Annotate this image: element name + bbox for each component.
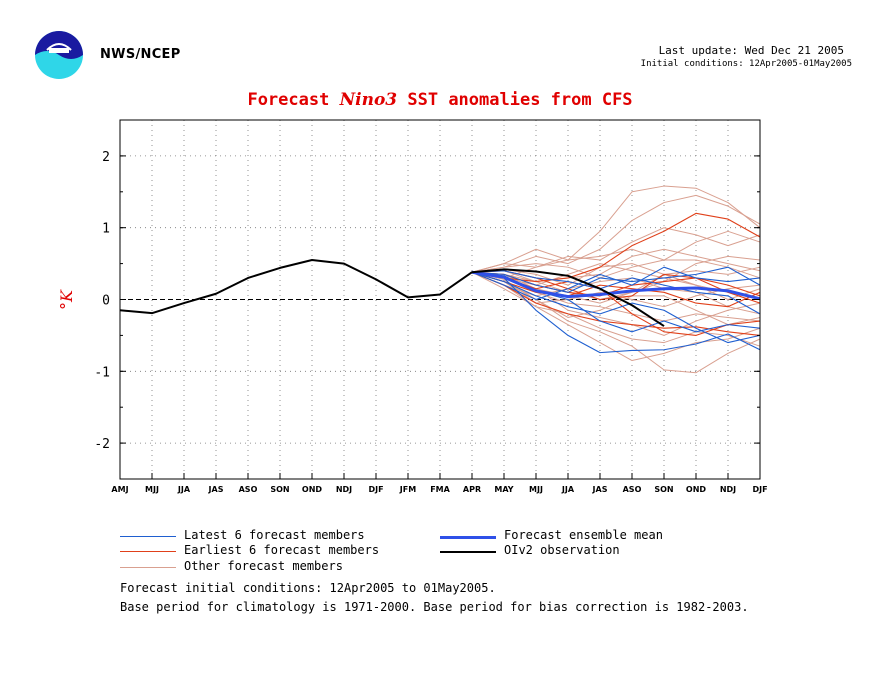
x-tick-label: JJA	[561, 485, 575, 494]
y-axis-label: °K	[57, 289, 76, 310]
series-layer	[119, 185, 761, 374]
legend-mean: Forecast ensemble mean	[504, 528, 663, 542]
organization-label: NWS/NCEP	[100, 47, 181, 62]
axes: AMJ MJJ JJA JAS ASO SON OND NDJ DJF JFM FMA APR MAY M…	[94, 119, 768, 494]
legend-swatch-mean	[440, 536, 496, 539]
other-member-line	[471, 194, 761, 273]
legend-other: Other forecast members	[184, 559, 343, 573]
x-tick-label: JAS	[592, 485, 608, 494]
legend-obs: OIv2 observation	[504, 543, 620, 557]
x-tick-label: JAS	[208, 485, 224, 494]
title-index: Nino3	[339, 90, 398, 110]
grid	[120, 120, 760, 479]
latest-member-line	[471, 270, 761, 315]
legend-swatch-earliest	[120, 551, 176, 552]
other-member-line	[471, 271, 761, 347]
x-tick-label: OND	[686, 485, 706, 494]
y-tick-label: -2	[94, 437, 110, 452]
x-tick-label: JJA	[177, 485, 191, 494]
x-tick-label: NDJ	[336, 485, 352, 494]
x-tick-label: AMJ	[111, 485, 128, 494]
other-member-line	[471, 259, 761, 279]
x-tick-label: APR	[463, 485, 481, 494]
earliest-member-line	[471, 271, 761, 308]
x-tick-label: FMA	[430, 485, 450, 494]
x-tick-label: SON	[270, 485, 289, 494]
other-member-line	[471, 227, 761, 279]
legend-earliest: Earliest 6 forecast members	[184, 543, 380, 557]
x-tick-label: ASO	[623, 485, 642, 494]
legend-latest: Latest 6 forecast members	[184, 528, 365, 542]
x-tick-label: MJJ	[529, 485, 543, 494]
x-tick-label: NDJ	[720, 485, 736, 494]
y-tick-label: 1	[102, 222, 110, 237]
x-tick-label: OND	[302, 485, 322, 494]
other-member-line	[471, 263, 761, 286]
title-prefix: Forecast	[247, 90, 330, 110]
latest-member-line	[471, 271, 761, 354]
y-tick-label: 0	[102, 294, 110, 309]
ensemble-mean-line	[471, 270, 761, 301]
legend-swatch-obs	[440, 551, 496, 553]
other-member-line	[471, 271, 761, 336]
footer-base-period: Base period for climatology is 1971-2000…	[120, 600, 749, 614]
x-tick-label: DJF	[368, 485, 383, 494]
initial-conditions: Initial conditions: 12Apr2005-01May2005	[640, 59, 852, 69]
x-tick-label: ASO	[239, 485, 258, 494]
legend-swatch-other	[120, 567, 176, 568]
legend-swatch-latest	[120, 536, 176, 537]
last-update: Last update: Wed Dec 21 2005	[658, 44, 844, 57]
x-tick-label: JFM	[399, 485, 416, 494]
latest-member-line	[471, 271, 761, 344]
latest-member-line	[471, 266, 761, 301]
chart-title: Forecast Nino3 SST anomalies from CFS	[0, 90, 880, 110]
other-member-line	[471, 230, 761, 273]
title-suffix: SST anomalies from CFS	[407, 90, 633, 110]
y-tick-label: -1	[94, 365, 110, 380]
x-tick-label: MJJ	[145, 485, 159, 494]
observation-line	[119, 259, 665, 327]
x-tick-label: DJF	[752, 485, 767, 494]
x-tick-label: SON	[654, 485, 673, 494]
x-tick-label: MAY	[494, 485, 513, 494]
y-tick-label: 2	[102, 150, 110, 165]
noaa-logo	[35, 31, 83, 79]
footer-initial-conditions: Forecast initial conditions: 12Apr2005 t…	[120, 581, 496, 595]
other-member-line	[471, 271, 761, 326]
